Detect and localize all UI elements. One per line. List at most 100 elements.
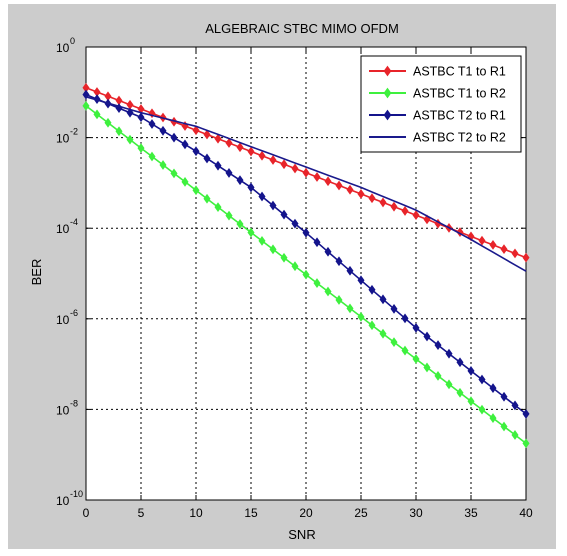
- data-point: [181, 176, 189, 187]
- data-point: [401, 345, 409, 356]
- data-point: [390, 201, 398, 212]
- y-tick-label: 10 -2: [56, 127, 78, 146]
- data-point: [126, 134, 134, 145]
- data-point: [324, 176, 332, 187]
- data-point: [104, 117, 112, 128]
- data-point: [456, 387, 464, 398]
- legend-entry: ASTBC T1 to R1: [369, 65, 506, 79]
- data-point: [192, 125, 200, 136]
- data-point: [291, 218, 299, 229]
- x-tick-label: 35: [464, 506, 478, 520]
- data-point: [467, 396, 475, 407]
- data-point: [148, 151, 156, 162]
- data-point: [269, 200, 277, 211]
- y-tick-base: 10: [56, 403, 70, 417]
- x-tick-label: 0: [83, 506, 90, 520]
- data-point: [236, 142, 244, 153]
- data-point: [456, 357, 464, 368]
- data-point: [313, 278, 321, 288]
- data-point: [225, 168, 233, 178]
- data-point: [500, 421, 508, 432]
- data-point: [291, 163, 299, 174]
- data-point: [280, 159, 288, 170]
- data-point: [412, 322, 420, 333]
- data-point: [203, 193, 211, 204]
- data-point: [247, 146, 255, 157]
- x-axis-label: SNR: [288, 527, 315, 542]
- data-point: [379, 294, 387, 305]
- data-point: [511, 400, 519, 411]
- data-point: [280, 252, 288, 263]
- data-point: [357, 189, 365, 199]
- series-layer: [82, 82, 530, 449]
- y-tick-base: 10: [56, 132, 70, 146]
- series-line: [85, 96, 527, 272]
- data-point: [412, 354, 420, 364]
- data-point: [390, 303, 398, 314]
- data-point: [302, 269, 310, 280]
- y-tick-base: 10: [56, 494, 70, 508]
- y-tick-exponent: -10: [70, 489, 83, 499]
- data-point: [148, 119, 156, 129]
- y-tick-base: 10: [56, 222, 70, 236]
- y-tick-label: 10 -10: [56, 489, 83, 508]
- data-point: [445, 379, 453, 390]
- data-point: [401, 206, 409, 216]
- data-point: [346, 184, 354, 195]
- data-point: [280, 209, 288, 220]
- data-point: [423, 362, 431, 373]
- data-point: [181, 139, 189, 150]
- x-tick-label: 5: [138, 506, 145, 520]
- data-point: [423, 331, 431, 342]
- x-tick-label: 25: [354, 506, 368, 520]
- data-point: [434, 370, 442, 381]
- data-point: [258, 191, 266, 202]
- legend-swatch-marker: [383, 109, 392, 121]
- data-point: [368, 320, 376, 331]
- data-point: [159, 160, 167, 170]
- y-tick-exponent: -8: [70, 398, 78, 408]
- series-astbc-t1-to-r2: [82, 101, 530, 449]
- data-point: [357, 311, 365, 322]
- y-tick-label: 10 0: [56, 36, 75, 55]
- data-point: [423, 214, 431, 225]
- data-point: [368, 284, 376, 295]
- data-point: [225, 210, 233, 221]
- y-tick-exponent: -6: [70, 308, 78, 318]
- data-point: [214, 133, 222, 144]
- data-point: [214, 160, 222, 171]
- data-point: [236, 219, 244, 229]
- data-point: [225, 138, 233, 148]
- legend-entry: ASTBC T2 to R1: [369, 109, 506, 123]
- y-tick-exponent: -4: [70, 217, 78, 227]
- data-point: [236, 175, 244, 186]
- y-tick-exponent: -2: [70, 127, 78, 137]
- data-point: [478, 235, 486, 246]
- legend-swatch-marker: [383, 87, 392, 99]
- data-point: [335, 295, 343, 305]
- legend-swatch-marker: [383, 65, 392, 77]
- data-point: [214, 202, 222, 213]
- data-point: [137, 143, 145, 153]
- data-point: [434, 340, 442, 350]
- legend-entry: ASTBC T1 to R2: [369, 87, 506, 101]
- data-point: [368, 193, 376, 204]
- data-point: [500, 244, 508, 255]
- data-point: [302, 227, 310, 238]
- data-point: [478, 404, 486, 415]
- legend-label: ASTBC T2 to R2: [413, 131, 506, 145]
- data-point: [170, 132, 178, 143]
- data-point: [269, 155, 277, 165]
- series-astbc-t2-to-r1: [82, 89, 530, 419]
- chart-title: ALGEBRAIC STBC MIMO OFDM: [205, 21, 399, 36]
- y-tick-label: 10 -6: [56, 308, 78, 327]
- data-point: [159, 125, 167, 136]
- x-tick-label: 40: [519, 506, 533, 520]
- data-point: [489, 413, 497, 423]
- data-point: [324, 246, 332, 257]
- data-point: [170, 168, 178, 179]
- y-tick-base: 10: [56, 313, 70, 327]
- data-point: [335, 180, 343, 191]
- data-point: [467, 366, 475, 376]
- x-tick-label: 10: [189, 506, 203, 520]
